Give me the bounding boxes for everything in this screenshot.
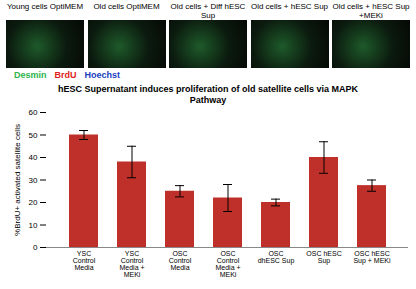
html-text:Old cells + Diff hESC Sup: Old cells + Diff hESC Sup [170,2,246,20]
svg-text:YSCControlMedia +MEKi: YSCControlMedia +MEKi [119,250,144,278]
html-text:BrdU: BrdU [54,70,77,80]
svg-text:0: 0 [33,243,38,252]
svg-text:OSC hESCSup: OSC hESCSup [306,250,341,265]
html-text:hESC Supernatant induces proli: hESC Supernatant induces proliferation o… [58,84,358,105]
svg-text:OSCControlMedia +MEKi: OSCControlMedia +MEKi [215,250,240,278]
svg-text:OSCControlMedia: OSCControlMedia [169,250,192,271]
svg-text:60: 60 [29,108,38,117]
svg-text:10: 10 [29,221,38,230]
svg-text:20: 20 [29,198,38,207]
svg-text:OSCdhESC Sup: OSCdhESC Sup [258,250,295,265]
html-text:Old cells OptiMEM: Old cells OptiMEM [93,2,160,11]
html-text:Desmin: Desmin [14,70,47,80]
svg-text:YSCControlMedia: YSCControlMedia [73,250,96,271]
svg-text:%BrdU+ activated satellite cel: %BrdU+ activated satellite cells [13,124,22,236]
svg-text:30: 30 [29,176,38,185]
html-text:Young cells OptiMEM: Young cells OptiMEM [6,2,84,11]
svg-text:40: 40 [29,153,38,162]
svg-text:50: 50 [29,131,38,140]
svg-text:OSC hESCSup + MEKi: OSC hESCSup + MEKi [353,250,391,265]
html-text:Hoechst: Hoechst [84,70,120,80]
html-text:Old cells + hESC Sup Old cells: Old cells + hESC Sup Old cells + hESC Su… [250,2,410,20]
